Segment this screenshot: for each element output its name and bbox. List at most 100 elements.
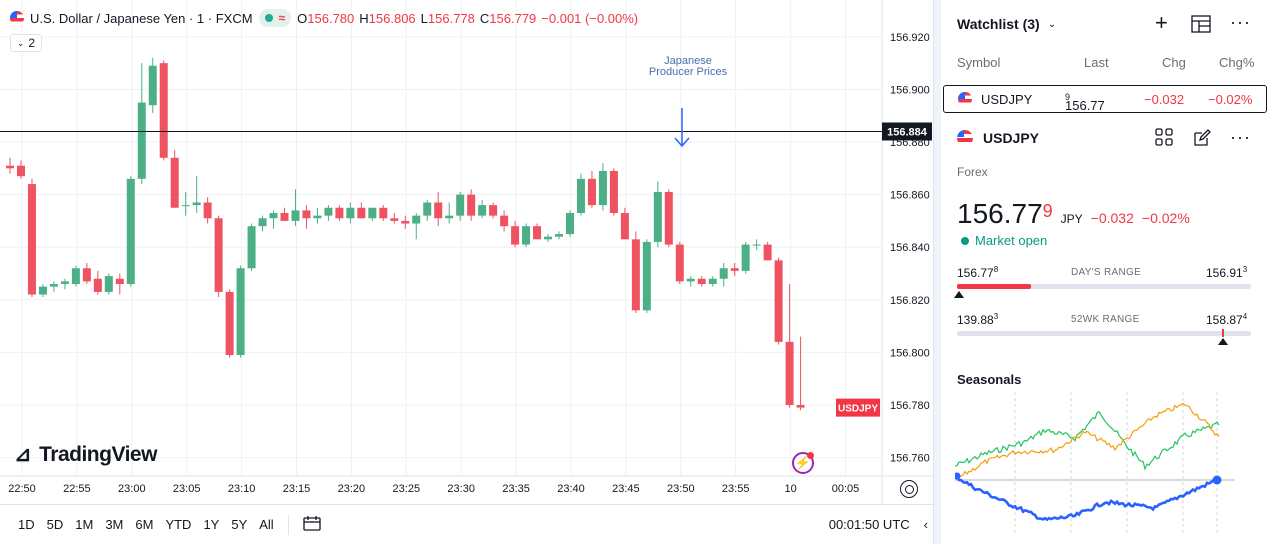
calendar-icon[interactable] <box>297 515 327 535</box>
layout-grid-icon[interactable] <box>1155 128 1173 151</box>
price-change-pct: −0.02% <box>1141 210 1190 226</box>
col-chgp[interactable]: Chg% <box>1219 55 1255 70</box>
candle <box>719 262 728 287</box>
candle-body <box>82 268 91 282</box>
wk52-range-high-sup: 4 <box>1242 312 1248 321</box>
tradingview-logo[interactable]: ⊿ TradingView <box>14 442 157 467</box>
candle-body <box>104 276 113 292</box>
candle-body <box>49 284 58 287</box>
price-chart[interactable]: 156.920156.900156.880156.860156.840156.8… <box>0 0 934 504</box>
plus-icon[interactable]: + <box>1155 10 1168 35</box>
candle-body <box>291 210 300 221</box>
us-flag-icon <box>958 92 972 106</box>
candle <box>390 213 399 224</box>
detail-symbol[interactable]: USDJPY <box>957 130 1039 146</box>
watchlist-title-text: Watchlist (3) <box>957 16 1040 32</box>
candle-body <box>192 202 201 206</box>
range-all-button[interactable]: All <box>259 517 274 532</box>
utc-clock[interactable]: 00:01:50 UTC <box>828 517 910 532</box>
candle <box>598 163 607 211</box>
col-last[interactable]: Last <box>1084 55 1109 70</box>
y-tick-label: 156.820 <box>890 295 930 307</box>
candle <box>576 173 585 216</box>
edit-icon[interactable] <box>1192 128 1212 153</box>
chevron-left-icon[interactable]: ‹ <box>923 517 928 532</box>
notification-dot <box>807 452 814 459</box>
more-icon[interactable]: ··· <box>1230 127 1251 147</box>
market-status: Market open <box>961 233 1047 248</box>
range-3m-button[interactable]: 3M <box>105 517 124 532</box>
candle <box>346 202 355 224</box>
wk52-range-low: 139.883 <box>957 312 998 327</box>
seasonals-current-dot <box>1212 475 1222 485</box>
range-6m-button[interactable]: 6M <box>135 517 154 532</box>
candle-body <box>225 291 234 356</box>
more-icon[interactable]: ··· <box>1230 12 1251 32</box>
range-ytd-button[interactable]: YTD <box>165 517 192 532</box>
x-tick-label: 10 <box>784 483 796 495</box>
candle-body <box>653 191 662 242</box>
axis-settings-icon[interactable] <box>900 480 918 498</box>
candle-body <box>631 239 640 311</box>
candle-body <box>148 65 157 106</box>
candle <box>82 262 91 285</box>
candle-body <box>763 244 772 261</box>
candle-body <box>489 205 498 216</box>
candle-body <box>302 210 311 219</box>
price-sup: 9 <box>1042 201 1053 221</box>
symbol-tag-label: USDJPY <box>838 404 878 415</box>
chart-legend: U.S. Dollar / Japanese Yen · 1 · FXCM ≈ … <box>10 8 643 28</box>
col-symbol[interactable]: Symbol <box>957 55 1001 70</box>
row-symbol: USDJPY <box>981 92 1033 107</box>
candles <box>6 57 805 411</box>
x-tick-label: 23:35 <box>502 483 530 495</box>
candle <box>16 160 25 179</box>
candle-body <box>533 226 542 240</box>
chart-panel[interactable]: 156.920 156.900 156.880 156.860 156.840 156.8… <box>0 0 934 544</box>
wk52-range-high-main: 158.87 <box>1206 313 1243 327</box>
range-1y-button[interactable]: 1Y <box>203 517 220 532</box>
ohlc-low-value: 156.778 <box>427 10 475 26</box>
symbol-title[interactable]: U.S. Dollar / Japanese Yen · 1 · FXCM <box>30 10 253 26</box>
event-label[interactable]: Japanese Producer Prices <box>648 55 728 78</box>
y-tick-label: 156.780 <box>890 400 930 412</box>
x-tick-label: 23:10 <box>228 483 256 495</box>
range-5y-button[interactable]: 5Y <box>231 517 248 532</box>
market-status-badge[interactable]: ≈ <box>258 9 292 27</box>
col-chg[interactable]: Chg <box>1162 55 1186 70</box>
watchlist-title[interactable]: Watchlist (3) ⌄ <box>957 16 1056 32</box>
collapse-indicators-button[interactable]: ⌄ 2 <box>10 34 42 52</box>
candle <box>159 60 168 161</box>
range-1m-button[interactable]: 1M <box>75 517 94 532</box>
wk52-range-label: 52WK RANGE <box>1071 314 1140 325</box>
us-flag-icon <box>10 11 24 25</box>
candle <box>434 191 443 227</box>
range-1d-button[interactable]: 1D <box>18 517 35 532</box>
seasonals-chart[interactable] <box>955 392 1253 534</box>
row-chgp: −0.02% <box>1208 92 1253 107</box>
y-axis[interactable]: 156.920156.900156.880156.860156.840156.8… <box>890 32 930 465</box>
candle <box>412 213 421 240</box>
wk52-range-high: 158.874 <box>1206 312 1247 327</box>
candle-body <box>511 226 520 245</box>
indicator-count: 2 <box>28 36 36 50</box>
ohlc-close-value: 156.779 <box>489 10 537 26</box>
wk52-range-bar <box>957 329 1251 337</box>
candle-body <box>445 215 454 219</box>
advanced-view-icon[interactable] <box>1191 15 1211 38</box>
candle <box>203 197 212 224</box>
x-axis[interactable]: 22:50 22:55 23:00 23:05 23:10 23:15 23:20 23:25… <box>8 483 859 495</box>
candle <box>6 157 14 174</box>
x-tick-label: 22:55 <box>63 483 91 495</box>
row-last-main: 156.77 <box>1065 98 1105 113</box>
seasonals-title[interactable]: Seasonals <box>957 372 1022 387</box>
range-5d-button[interactable]: 5D <box>46 517 64 532</box>
candle-body <box>467 194 476 216</box>
logo-text: TradingView <box>39 442 157 466</box>
candle-body <box>346 207 355 219</box>
candle-body <box>269 213 278 219</box>
row-last: 156.77 9 <box>1065 92 1105 113</box>
flash-icon[interactable]: ⚡ <box>792 452 814 474</box>
watchlist-row-usdjpy[interactable]: USDJPY 156.77 9 −0.032 −0.02% <box>943 85 1267 113</box>
